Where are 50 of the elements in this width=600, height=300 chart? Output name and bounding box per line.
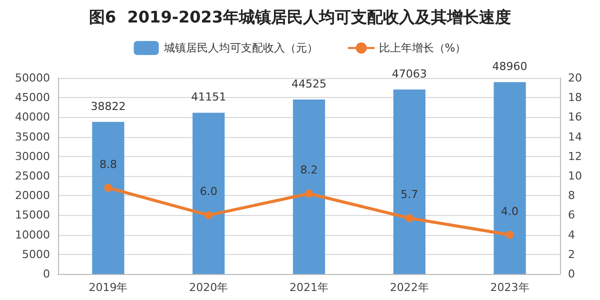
y-tick-label: 50000 xyxy=(15,72,50,84)
chart-title: 图6 2019-2023年城镇居民人均可支配收入及其增长速度 xyxy=(89,8,511,26)
x-tick-label: 2021年 xyxy=(290,281,328,294)
y2-tick-label: 18 xyxy=(568,91,582,104)
data-label: 44525 xyxy=(292,77,326,90)
data-label: 6.0 xyxy=(200,185,218,198)
y-tick-label: 10000 xyxy=(15,228,50,242)
data-label: 8.2 xyxy=(300,164,318,177)
bar xyxy=(92,122,124,274)
point xyxy=(204,211,213,220)
x-tick-label: 2020年 xyxy=(189,281,228,294)
data-label: 4.0 xyxy=(501,204,519,218)
y2-tick-label: 12 xyxy=(568,150,582,163)
y2-tick-label: 4 xyxy=(568,228,575,242)
y2-tick-label: 6 xyxy=(568,208,575,222)
point xyxy=(104,184,112,192)
y-tick-label: 15000 xyxy=(15,208,50,222)
data-label: 41151 xyxy=(191,90,226,104)
legend-label: 比上年增长（%） xyxy=(378,42,466,54)
point xyxy=(506,230,514,239)
x-tick-label: 2019年 xyxy=(88,281,128,294)
data-label: 38822 xyxy=(90,100,126,113)
bar xyxy=(292,99,326,274)
point xyxy=(305,190,313,198)
y-tick-label: 0 xyxy=(43,268,50,280)
y-tick-label: 45000 xyxy=(15,91,50,104)
data-label: 47063 xyxy=(392,68,427,81)
y-tick-label: 30000 xyxy=(15,150,50,163)
point xyxy=(405,214,414,222)
bar xyxy=(192,112,225,274)
y2-tick-label: 0 xyxy=(568,268,575,280)
y-tick-label: 25000 xyxy=(15,170,50,182)
y2-tick-label: 16 xyxy=(568,110,582,124)
x-tick-label: 2022年 xyxy=(390,281,429,294)
legend-label: 城镇居民人均可支配收入（元） xyxy=(162,42,318,54)
y2-tick-label: 10 xyxy=(568,170,582,182)
bar xyxy=(494,82,526,274)
y-tick-label: 20000 xyxy=(15,189,50,202)
y2-tick-label: 2 xyxy=(568,248,575,261)
y-tick-label: 35000 xyxy=(15,130,50,144)
y2-tick-label: 8 xyxy=(568,189,575,202)
y-tick-label: 40000 xyxy=(15,110,50,124)
data-label: 8.8 xyxy=(99,158,117,171)
y2-tick-label: 20 xyxy=(568,72,582,84)
x-tick-label: 2023年 xyxy=(490,281,530,294)
data-label: 48960 xyxy=(492,60,528,74)
y-tick-label: 5000 xyxy=(22,248,50,261)
bar xyxy=(393,90,426,274)
data-label: 5.7 xyxy=(400,188,418,202)
y2-tick-label: 14 xyxy=(568,130,582,144)
